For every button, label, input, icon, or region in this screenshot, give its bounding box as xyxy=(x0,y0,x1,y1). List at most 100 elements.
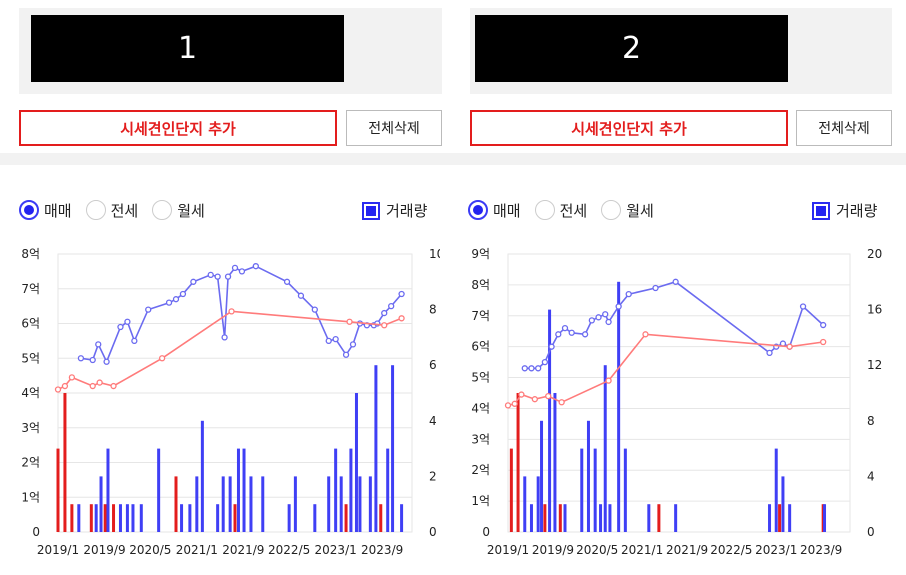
price-point xyxy=(568,329,575,336)
y-left-tick-label: 8억 xyxy=(21,247,40,261)
radio-unchecked-icon xyxy=(601,200,622,220)
x-tick-label: 2020/5 xyxy=(576,543,618,557)
price-point xyxy=(190,278,197,285)
volume-bar xyxy=(358,476,362,532)
clear-all-button[interactable]: 전체삭제 xyxy=(796,110,892,146)
price-point xyxy=(615,303,622,310)
price-point xyxy=(535,365,542,372)
x-tick-label: 2021/1 xyxy=(621,543,663,557)
radio-sale[interactable]: 매매 xyxy=(19,200,72,221)
y-right-tick-label: 2 xyxy=(429,469,437,483)
volume-bar xyxy=(63,393,67,532)
volume-bar xyxy=(195,476,199,532)
price-point xyxy=(799,303,807,310)
volume-bar xyxy=(580,448,584,532)
price-point xyxy=(820,321,827,329)
volume-checkbox[interactable]: 거래량 xyxy=(812,200,877,221)
price-point xyxy=(231,264,239,272)
radio-jeonse[interactable]: 전세 xyxy=(534,200,588,221)
volume-bar xyxy=(823,504,827,532)
y-right-tick-label: 10 xyxy=(429,247,440,261)
volume-bar xyxy=(236,448,240,532)
volume-bar xyxy=(112,504,116,532)
y-left-tick-label: 1억 xyxy=(21,490,40,504)
price-point xyxy=(642,331,649,338)
y-left-tick-label: 7억 xyxy=(471,309,490,323)
x-tick-label: 2023/1 xyxy=(755,543,797,557)
volume-bar xyxy=(99,476,103,532)
x-tick-label: 2021/9 xyxy=(222,543,264,557)
price-point xyxy=(381,322,388,329)
add-complex-button[interactable]: 시세견인단지 추가 xyxy=(470,110,788,146)
y-left-tick-label: 0 xyxy=(482,525,490,539)
x-tick-label: 2023/1 xyxy=(315,543,357,557)
x-tick-label: 2021/9 xyxy=(666,543,708,557)
volume-bar xyxy=(139,504,143,532)
price-point xyxy=(238,268,246,275)
x-tick-label: 2023/9 xyxy=(800,543,842,557)
volume-bar xyxy=(157,448,161,532)
sale-price-line xyxy=(524,280,824,370)
radio-monthly[interactable]: 월세 xyxy=(601,200,654,221)
price-point xyxy=(561,324,569,332)
volume-bar xyxy=(593,448,597,532)
price-point xyxy=(283,278,291,285)
price-point xyxy=(325,337,332,345)
y-right-tick-label: 20 xyxy=(867,247,882,261)
radio-label: 전세 xyxy=(559,201,588,220)
x-tick-label: 2019/1 xyxy=(37,543,79,557)
price-point xyxy=(117,323,124,331)
radio-sale[interactable]: 매매 xyxy=(468,200,521,221)
x-tick-label: 2019/9 xyxy=(83,543,125,557)
volume-checkbox[interactable]: 거래량 xyxy=(362,200,427,221)
volume-bar xyxy=(287,504,291,532)
price-point xyxy=(342,351,350,358)
price-point xyxy=(398,290,405,298)
price-chart: 0 1억 2억 3억 4억 5억 6억 7억 8억 0 2 4 6 8 10 2019/1 2019/9 2020… xyxy=(21,247,440,557)
y-left-tick-label: 6억 xyxy=(471,340,490,354)
volume-bar xyxy=(344,504,348,532)
y-left-tick-label: 4억 xyxy=(21,386,40,400)
price-point xyxy=(786,343,793,350)
y-left-tick-label: 8억 xyxy=(471,278,490,292)
price-point xyxy=(221,334,228,341)
volume-bar xyxy=(125,504,129,532)
volume-bar xyxy=(174,476,178,532)
radio-checked-icon xyxy=(19,200,39,220)
volume-bar xyxy=(768,504,772,532)
price-point xyxy=(541,358,549,366)
price-point xyxy=(68,374,76,381)
radio-monthly[interactable]: 월세 xyxy=(152,200,205,221)
price-point xyxy=(602,311,609,318)
price-point xyxy=(89,356,96,364)
price-point xyxy=(332,335,339,343)
volume-bar xyxy=(293,476,297,532)
y-left-tick-label: 2억 xyxy=(471,463,490,477)
y-right-tick-label: 16 xyxy=(867,303,882,317)
volume-bar xyxy=(540,420,544,532)
volume-bar xyxy=(674,504,678,532)
y-left-tick-label: 2억 xyxy=(21,456,40,470)
volume-bar xyxy=(89,504,93,532)
volume-bar xyxy=(313,504,317,532)
x-tick-label: 2019/9 xyxy=(532,543,574,557)
radio-unchecked-icon xyxy=(152,200,173,220)
volume-bar xyxy=(200,420,204,532)
price-point xyxy=(652,284,659,292)
add-complex-button[interactable]: 시세견인단지 추가 xyxy=(19,110,337,146)
radio-jeonse[interactable]: 전세 xyxy=(85,200,139,221)
radio-label: 전세 xyxy=(110,201,139,220)
price-point xyxy=(179,290,187,298)
price-point xyxy=(124,318,131,325)
price-point xyxy=(595,314,602,321)
price-point xyxy=(252,263,259,270)
volume-bar xyxy=(543,504,547,532)
price-point xyxy=(555,331,562,338)
clear-all-button[interactable]: 전체삭제 xyxy=(346,110,442,146)
radio-label: 월세 xyxy=(177,201,205,220)
y-left-tick-label: 5억 xyxy=(471,371,490,385)
volume-bar xyxy=(529,504,533,532)
volume-bar xyxy=(386,448,390,532)
price-point xyxy=(349,341,357,348)
radio-unchecked-icon xyxy=(534,200,555,220)
